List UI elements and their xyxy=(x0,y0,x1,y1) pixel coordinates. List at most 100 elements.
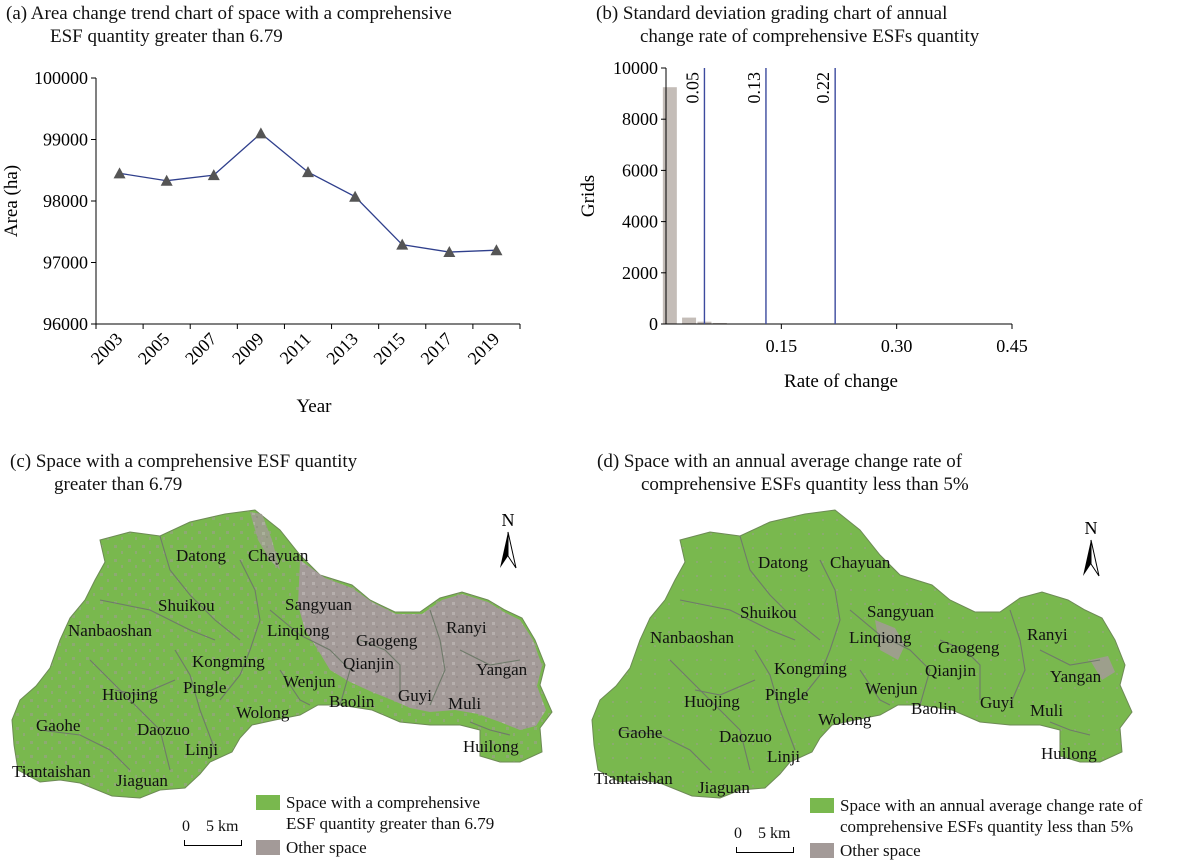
chart-a-title-line2: ESF quantity greater than 6.79 xyxy=(50,26,283,47)
town-label: Gaogeng xyxy=(938,638,1000,657)
legend-swatch-grey xyxy=(256,840,280,855)
chart-b-title-line1: (b) Standard deviation grading chart of … xyxy=(596,3,948,24)
legend-other-label: Other space xyxy=(286,838,367,857)
town-label: Nanbaoshan xyxy=(650,628,735,647)
x-tick-label: 2017 xyxy=(417,329,457,369)
legend-main-line1: Space with an annual average change rate… xyxy=(840,796,1143,815)
town-label: Ranyi xyxy=(446,618,487,637)
north-label: N xyxy=(1085,518,1098,538)
map-c-title-line2: greater than 6.79 xyxy=(54,474,183,495)
x-tick-label: 2015 xyxy=(369,329,409,369)
map-d xyxy=(591,509,1133,799)
x-tick-label: 0.30 xyxy=(881,336,913,356)
town-label: Huilong xyxy=(1041,744,1097,763)
x-tick-label: 0.15 xyxy=(766,336,798,356)
x-tick-label: 2003 xyxy=(87,329,127,369)
town-label: Huojing xyxy=(684,692,740,711)
town-label: Daozuo xyxy=(719,727,772,746)
data-point-marker xyxy=(113,167,126,179)
town-label: Jiaguan xyxy=(116,771,168,790)
threshold-label: 0.22 xyxy=(813,72,833,104)
town-label: Guyi xyxy=(980,693,1014,712)
series-line xyxy=(119,132,497,253)
data-point-marker xyxy=(443,246,456,258)
town-label: Datong xyxy=(758,553,809,572)
town-label: Pingle xyxy=(765,685,809,704)
north-label: N xyxy=(502,510,515,530)
town-label: Baolin xyxy=(329,692,375,711)
town-label: Sangyuan xyxy=(867,602,935,621)
histogram-bar xyxy=(662,87,677,324)
map-d-title: (d) Space with an annual average change … xyxy=(597,450,969,496)
y-tick-label: 6000 xyxy=(622,160,658,180)
histogram-bar xyxy=(712,322,727,324)
histogram-bar xyxy=(682,317,697,324)
y-tick-label: 10000 xyxy=(613,58,658,78)
data-point-marker xyxy=(490,244,503,256)
town-label: Jiaguan xyxy=(698,778,750,797)
map-d-title-line2: comprehensive ESFs quantity less than 5% xyxy=(641,474,969,495)
town-label: Yangan xyxy=(476,660,528,679)
scale-label: 5 km xyxy=(758,825,791,842)
data-point-marker xyxy=(396,238,409,250)
north-arrow-d: N xyxy=(1083,518,1100,577)
y-tick-label: 99000 xyxy=(43,130,88,150)
x-axis-label: Year xyxy=(296,396,332,417)
x-tick-label: 2013 xyxy=(322,329,362,369)
town-label: Pingle xyxy=(183,678,227,697)
town-label: Linji xyxy=(185,740,219,759)
town-label: Shuikou xyxy=(158,596,215,615)
chart-a-title: (a) Area change trend chart of space wit… xyxy=(6,2,452,48)
district-boundaries xyxy=(619,535,1101,771)
study-area-outline xyxy=(11,509,553,799)
town-label: Huilong xyxy=(463,737,519,756)
y-tick-label: 4000 xyxy=(622,212,658,232)
north-arrow-c: N xyxy=(500,510,517,569)
data-point-marker xyxy=(160,174,173,186)
town-label: Shuikou xyxy=(740,603,797,622)
legend-swatch-grey xyxy=(810,843,834,858)
x-axis-label: Rate of change xyxy=(784,371,898,392)
other-space-north xyxy=(250,512,280,570)
threshold-label: 0.05 xyxy=(682,72,702,104)
town-label: Linji xyxy=(767,747,801,766)
y-tick-label: 98000 xyxy=(43,191,88,211)
map-c xyxy=(11,509,553,799)
x-tick-label: 2007 xyxy=(181,329,221,369)
y-axis-label: Area (ha) xyxy=(1,165,22,237)
town-label: Linqiong xyxy=(267,621,330,640)
town-label: Huojing xyxy=(102,685,158,704)
town-label: Datong xyxy=(176,546,227,565)
town-label: Wenjun xyxy=(865,679,918,698)
data-point-marker xyxy=(302,166,314,178)
town-label: Qianjin xyxy=(925,661,976,680)
town-label: Sangyuan xyxy=(285,595,353,614)
chart-a-title-line1: (a) Area change trend chart of space wit… xyxy=(6,3,452,24)
y-tick-label: 100000 xyxy=(34,68,88,88)
map-c-title-line1: (c) Space with a comprehensive ESF quant… xyxy=(10,451,358,472)
x-tick-label: 2009 xyxy=(228,329,268,369)
scale-zero: 0 xyxy=(182,818,190,835)
y-axis-label: Grids xyxy=(580,175,599,217)
chart-b-title-line2: change rate of comprehensive ESFs quanti… xyxy=(640,26,980,47)
town-label: Kongming xyxy=(192,652,265,671)
data-point-marker xyxy=(207,169,220,181)
town-label: Wolong xyxy=(236,703,290,722)
town-label: Linqiong xyxy=(849,628,912,647)
town-label: Kongming xyxy=(774,659,847,678)
x-tick-label: 2011 xyxy=(276,329,315,368)
scale-bar-d: 0 5 km xyxy=(734,825,794,853)
legend-other-label: Other space xyxy=(840,841,921,860)
town-label: Ranyi xyxy=(1027,625,1068,644)
y-tick-label: 8000 xyxy=(622,109,658,129)
district-boundaries xyxy=(39,535,521,771)
legend-item-other: Other space xyxy=(256,837,494,858)
town-label: Muli xyxy=(448,694,482,713)
town-label: Chayuan xyxy=(830,553,891,572)
other-space-east xyxy=(298,560,546,730)
scale-zero: 0 xyxy=(734,825,742,842)
legend-d: Space with an annual average change rate… xyxy=(810,795,1143,861)
legend-main-line1: Space with a comprehensive xyxy=(286,793,481,812)
legend-item-main: Space with a comprehensive xyxy=(256,792,494,813)
